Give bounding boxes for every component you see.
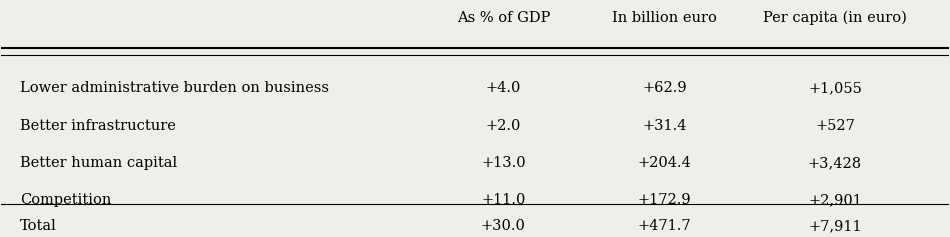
Text: Total: Total <box>20 219 57 233</box>
Text: +31.4: +31.4 <box>642 118 687 132</box>
Text: +471.7: +471.7 <box>637 219 692 233</box>
Text: Lower administrative burden on business: Lower administrative burden on business <box>20 81 330 95</box>
Text: +172.9: +172.9 <box>637 193 692 207</box>
Text: +62.9: +62.9 <box>642 81 687 95</box>
Text: Competition: Competition <box>20 193 112 207</box>
Text: +527: +527 <box>815 118 855 132</box>
Text: +30.0: +30.0 <box>481 219 526 233</box>
Text: Per capita (in euro): Per capita (in euro) <box>763 10 907 25</box>
Text: As % of GDP: As % of GDP <box>457 11 550 25</box>
Text: +13.0: +13.0 <box>481 156 525 170</box>
Text: +1,055: +1,055 <box>808 81 862 95</box>
Text: Better human capital: Better human capital <box>20 156 178 170</box>
Text: +204.4: +204.4 <box>637 156 692 170</box>
Text: +3,428: +3,428 <box>808 156 862 170</box>
Text: Better infrastructure: Better infrastructure <box>20 118 176 132</box>
Text: +11.0: +11.0 <box>482 193 525 207</box>
Text: +4.0: +4.0 <box>485 81 522 95</box>
Text: +2.0: +2.0 <box>485 118 522 132</box>
Text: +2,901: +2,901 <box>808 193 862 207</box>
Text: +7,911: +7,911 <box>808 219 862 233</box>
Text: In billion euro: In billion euro <box>612 11 717 25</box>
